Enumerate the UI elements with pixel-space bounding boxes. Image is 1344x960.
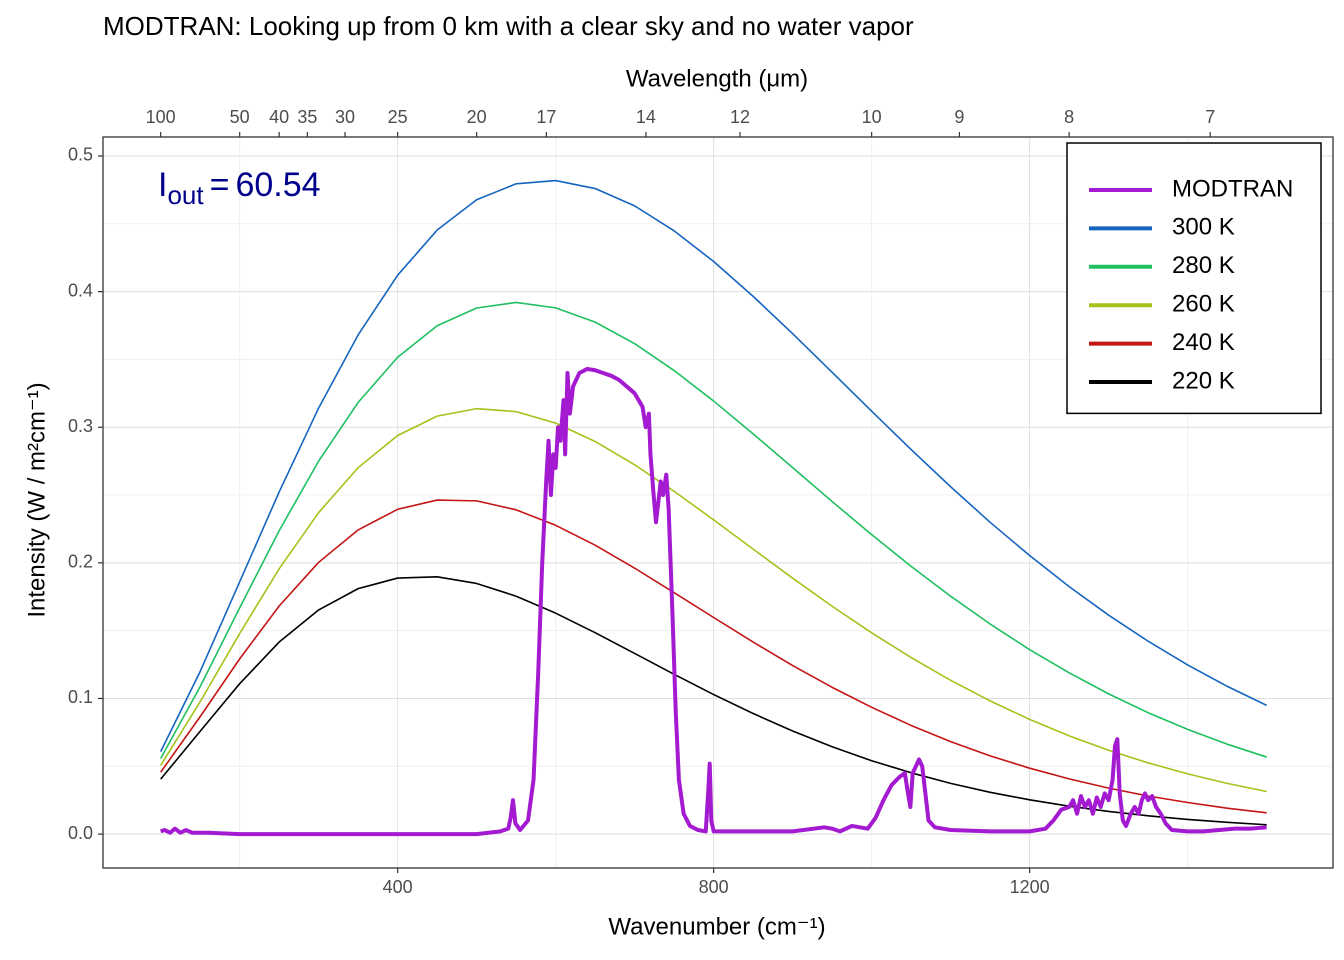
x2-tick-label: 25	[388, 107, 408, 127]
y-tick-label: 0.2	[68, 552, 93, 572]
y-tick-label: 0.5	[68, 145, 93, 165]
legend-label: 220 K	[1172, 367, 1235, 394]
x2-tick-label: 17	[536, 107, 556, 127]
legend-label: 300 K	[1172, 214, 1235, 241]
x2-tick-label: 50	[230, 107, 250, 127]
series-line	[160, 499, 1267, 814]
annotation-relation: =	[210, 166, 230, 204]
legend-label: MODTRAN	[1172, 175, 1293, 202]
x2-tick-label: 20	[467, 107, 487, 127]
series-line	[160, 576, 1267, 826]
annotation-symbol: I	[158, 166, 167, 204]
annotation: Iout = 60.54	[158, 166, 321, 210]
annotation-subscript: out	[167, 180, 204, 210]
x2-tick-label: 35	[297, 107, 317, 127]
x2-tick-label: 12	[730, 107, 750, 127]
x2-tick-label: 40	[269, 107, 289, 127]
axes: 0.0 0.1 0.2 0.3 0.4 0.5 400 800 1200 100 50 40 35 30 2…	[68, 107, 1334, 897]
legend-label: 240 K	[1172, 329, 1235, 356]
x-tick-label: 1200	[1010, 877, 1050, 897]
legend-label: 260 K	[1172, 291, 1235, 318]
series-line	[160, 366, 1267, 837]
x2-tick-label: 7	[1205, 107, 1215, 127]
x-tick-label: 800	[699, 877, 729, 897]
x2-tick-label: 8	[1064, 107, 1074, 127]
y-tick-label: 0.4	[68, 280, 93, 300]
x2-axis-title: Wavelength (μm)	[626, 65, 808, 92]
y-tick-label: 0.3	[68, 416, 93, 436]
x2-tick-label: 14	[636, 107, 656, 127]
plot-border	[102, 136, 1334, 869]
annotation-value: 60.54	[235, 166, 320, 204]
plot-area: Iout = 60.54	[158, 166, 1267, 837]
x2-tick-label: 30	[335, 107, 355, 127]
x-axis-title: Wavenumber (cm⁻¹)	[608, 913, 825, 940]
y-tick-label: 0.0	[68, 823, 93, 843]
x2-tick-label: 9	[954, 107, 964, 127]
x-tick-label: 400	[383, 877, 413, 897]
legend: MODTRAN 300 K 280 K 260 K 240 K 220 K	[1066, 142, 1322, 415]
x2-tick-label: 100	[146, 107, 176, 127]
x2-tick-label: 10	[862, 107, 882, 127]
y-axis-title: Intensity (W / m²cm⁻¹)	[23, 382, 50, 617]
series-line	[159, 407, 1267, 793]
series-line	[159, 179, 1267, 752]
series-line	[159, 301, 1267, 759]
chart-title: MODTRAN: Looking up from 0 km with a cle…	[103, 11, 914, 41]
y-tick-label: 0.1	[68, 687, 93, 707]
legend-label: 280 K	[1172, 252, 1235, 279]
